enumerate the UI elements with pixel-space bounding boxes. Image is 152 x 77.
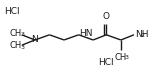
- Text: N: N: [31, 35, 38, 45]
- Text: CH: CH: [115, 53, 127, 62]
- Text: 3: 3: [20, 45, 24, 50]
- Text: HN: HN: [79, 29, 93, 38]
- Text: 3: 3: [125, 55, 129, 60]
- Text: CH: CH: [10, 41, 22, 50]
- Text: HCl: HCl: [4, 7, 19, 16]
- Text: HCl: HCl: [98, 58, 114, 67]
- Text: NH: NH: [135, 30, 148, 39]
- Text: CH: CH: [10, 29, 22, 38]
- Text: O: O: [103, 12, 110, 21]
- Text: 3: 3: [20, 32, 24, 37]
- Text: 2: 2: [141, 33, 145, 38]
